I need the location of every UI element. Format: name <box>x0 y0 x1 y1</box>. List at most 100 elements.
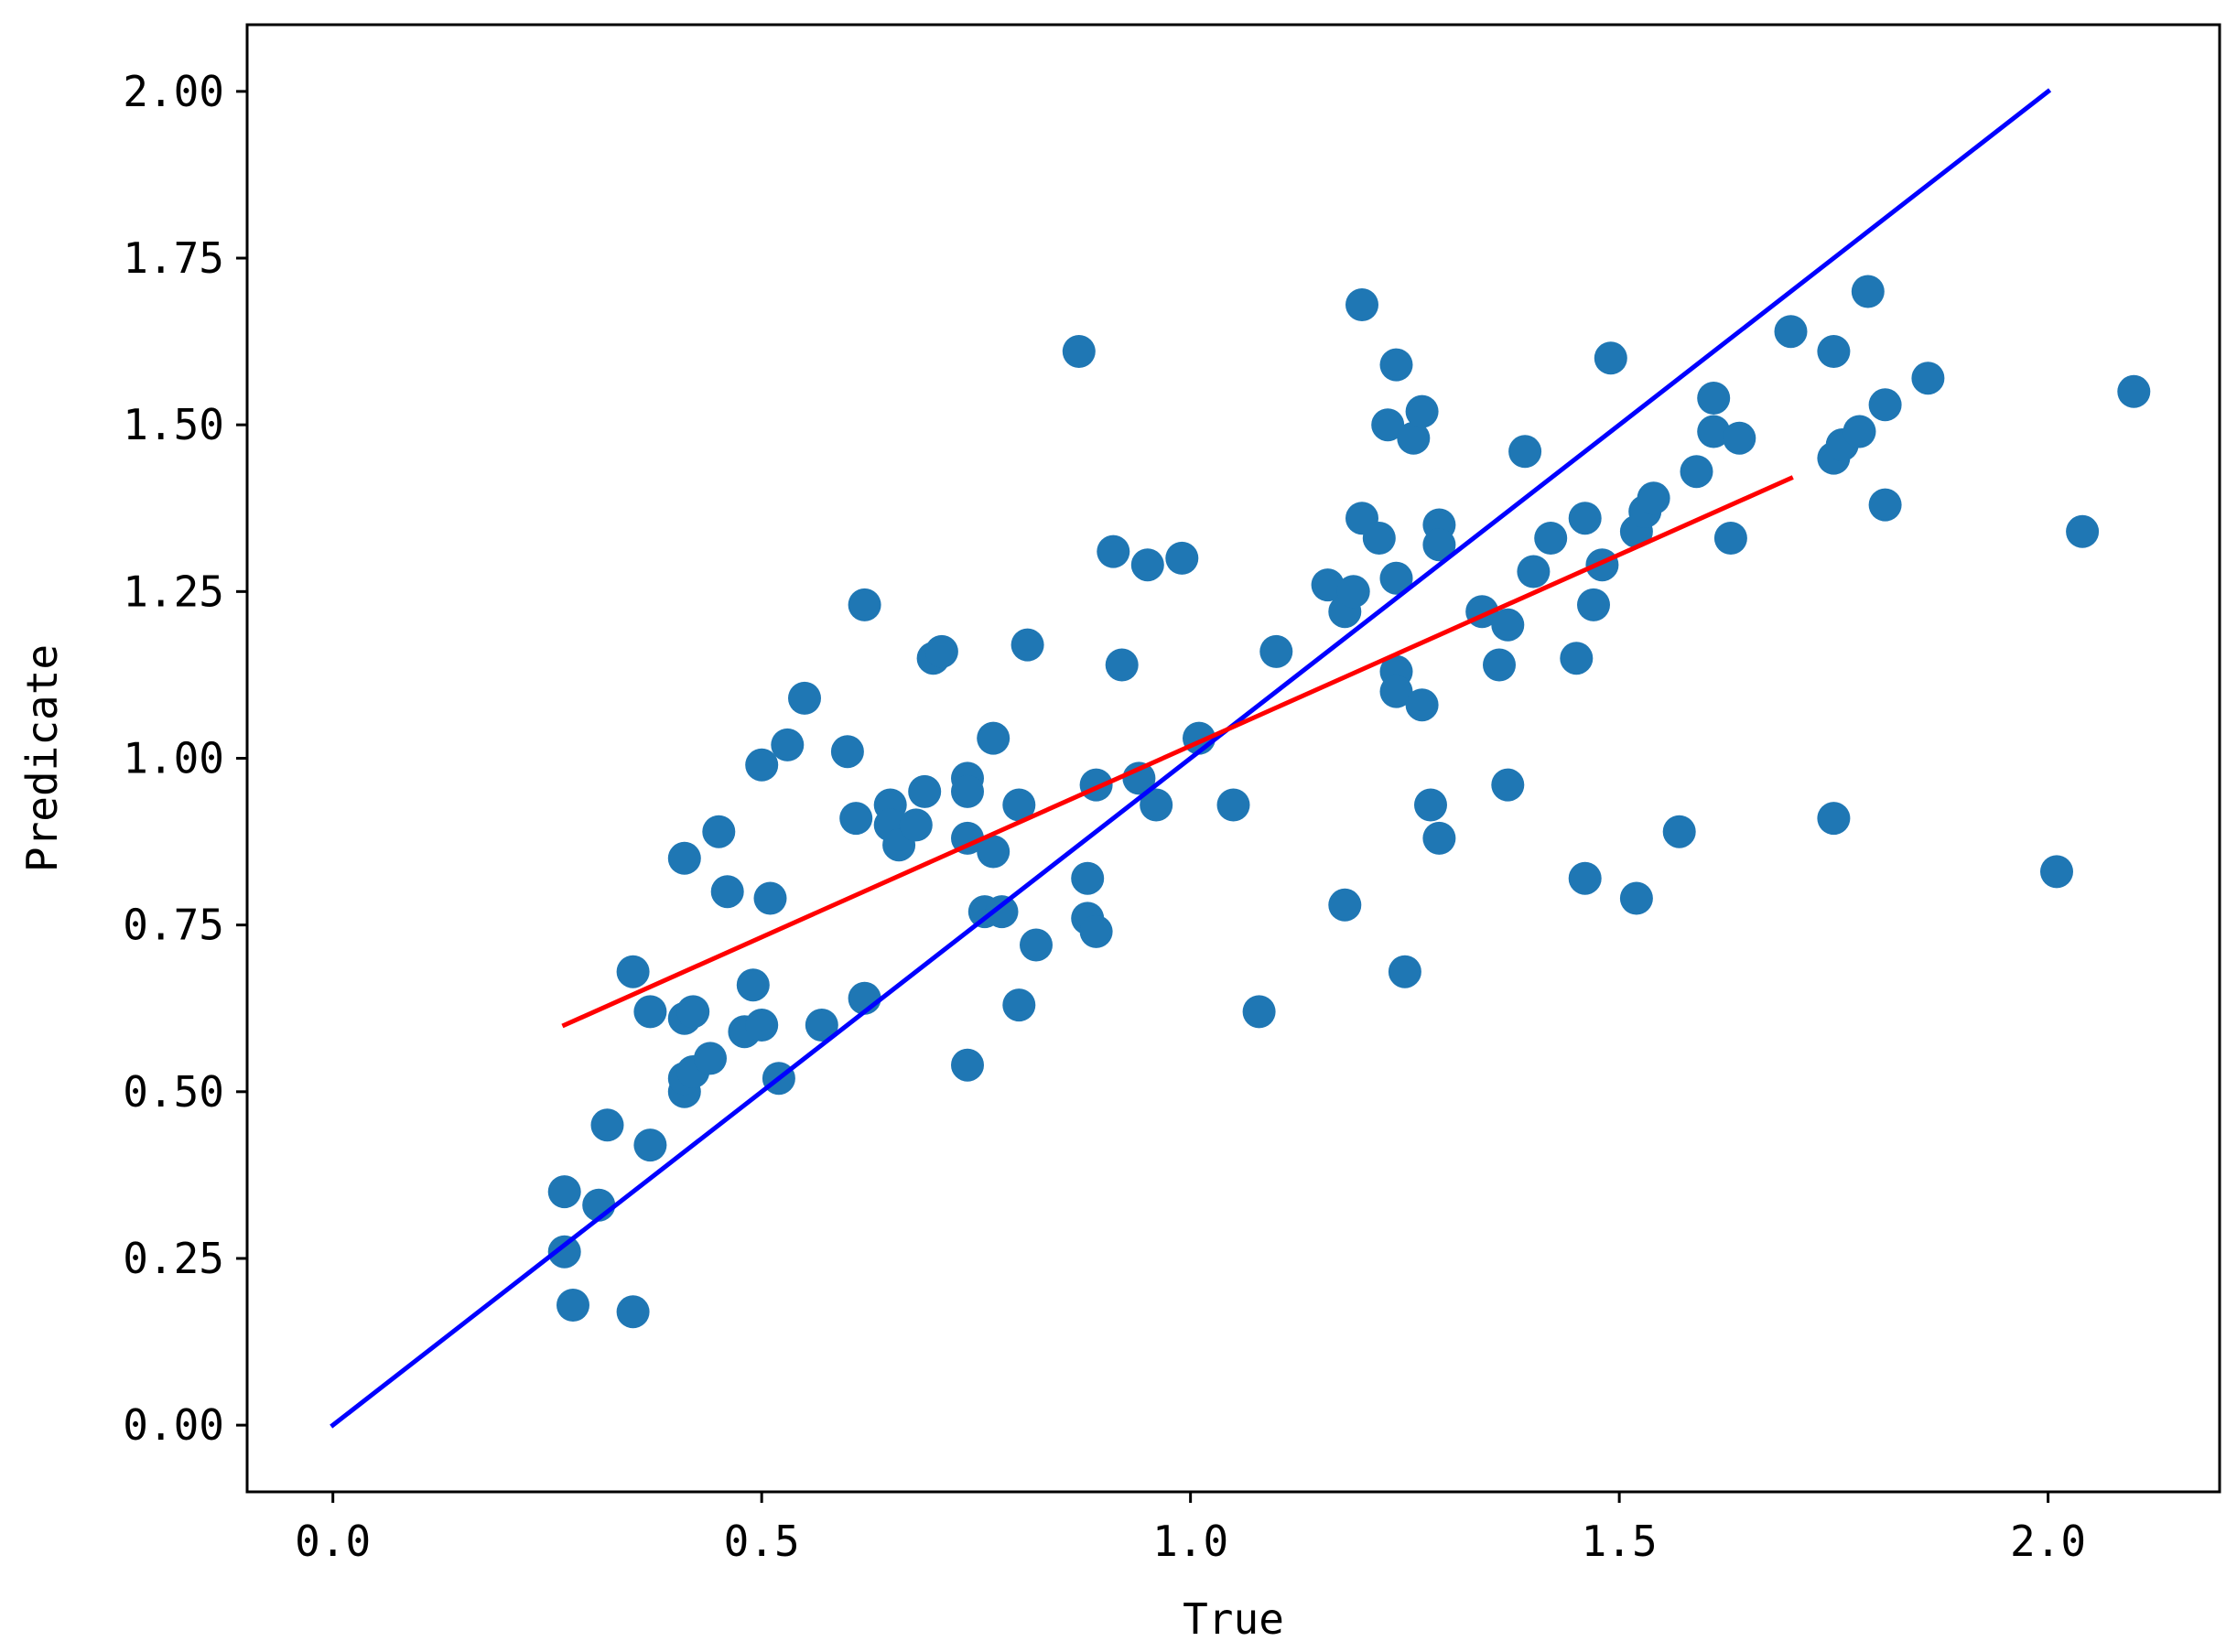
scatter-point <box>1397 421 1431 455</box>
scatter-point <box>547 1235 581 1269</box>
scatter-points <box>547 275 2151 1329</box>
scatter-point <box>985 895 1019 929</box>
scatter-point <box>1491 768 1525 802</box>
y-tick-label: 1.75 <box>123 233 224 283</box>
scatter-point <box>1311 568 1345 602</box>
scatter-point <box>1259 634 1293 668</box>
scatter-point <box>977 835 1010 869</box>
scatter-point <box>1079 914 1113 948</box>
scatter-point <box>830 735 864 769</box>
scatter-point <box>667 841 701 875</box>
scatter-point <box>1422 821 1456 855</box>
scatter-point <box>1697 415 1731 448</box>
scatter-point <box>1062 335 1096 368</box>
scatter-point <box>1388 955 1421 988</box>
scatter-point <box>839 802 873 836</box>
scatter-point <box>1619 881 1653 915</box>
scatter-point <box>1002 988 1036 1022</box>
y-tick-label: 1.25 <box>123 567 224 616</box>
trend-lines <box>330 88 2052 1429</box>
scatter-point <box>1713 522 1747 555</box>
scatter-point <box>753 881 787 915</box>
scatter-point <box>1140 788 1173 822</box>
scatter-point <box>1517 555 1551 588</box>
scatter-point <box>1362 522 1396 555</box>
scatter-point <box>788 681 821 715</box>
scatter-point <box>745 748 779 782</box>
scatter-point <box>1594 341 1627 375</box>
scatter-point <box>1851 275 1885 308</box>
scatter-point <box>1405 394 1439 428</box>
scatter-point <box>1002 788 1036 822</box>
x-tick-label: 1.5 <box>1582 1517 1658 1566</box>
scatter-point <box>1697 382 1731 415</box>
scatter-point <box>1020 928 1053 962</box>
scatter-point <box>1868 488 1902 522</box>
scatter-point <box>951 774 984 808</box>
scatter-point <box>2117 374 2151 408</box>
fit-line <box>561 475 1794 1029</box>
scatter-point <box>676 995 710 1029</box>
scatter-point <box>2040 855 2073 889</box>
scatter-point <box>1405 688 1439 722</box>
y-tick-label: 2.00 <box>123 67 224 116</box>
scatter-point <box>899 808 933 842</box>
scatter-point <box>633 1128 667 1162</box>
scatter-point <box>977 721 1010 755</box>
scatter-point <box>633 995 667 1029</box>
x-tick-label: 0.5 <box>724 1517 800 1566</box>
scatter-point <box>1379 561 1413 595</box>
y-tick-label: 0.75 <box>123 901 224 950</box>
y-axis-title: Predicate <box>17 644 67 872</box>
scatter-point <box>848 588 881 621</box>
scatter-point <box>736 968 770 1002</box>
scatter-point <box>1328 888 1362 922</box>
scatter-point <box>547 1175 581 1209</box>
scatter-point <box>1568 861 1602 895</box>
x-tick-label: 0.0 <box>295 1517 371 1566</box>
plot-frame <box>245 23 2221 1494</box>
scatter-point <box>1843 415 1876 448</box>
scatter-point <box>1723 421 1756 455</box>
scatter-point <box>1336 575 1370 609</box>
scatter-point <box>924 634 958 668</box>
scatter-point <box>1414 788 1447 822</box>
x-tick-label: 2.0 <box>2010 1517 2086 1566</box>
scatter-point <box>805 1009 838 1042</box>
x-tick-label: 1.0 <box>1152 1517 1228 1566</box>
y-axis-ticks: 0.00 0.25 0.50 0.75 1.00 1.25 1.50 1.75 2.00 <box>123 67 247 1450</box>
scatter-point <box>1345 288 1378 321</box>
scatter-point <box>1577 588 1610 621</box>
y-tick-label: 1.50 <box>123 400 224 449</box>
scatter-point <box>702 815 736 848</box>
scatter-point <box>710 875 744 909</box>
scatter-point <box>1637 481 1670 515</box>
scatter-point <box>1165 541 1199 575</box>
scatter-point <box>1483 648 1516 682</box>
scatter-point <box>1379 675 1413 708</box>
scatter-point <box>908 774 942 808</box>
scatter-point <box>1216 788 1250 822</box>
scatter-point <box>1568 502 1602 535</box>
scatter-point <box>1817 802 1851 836</box>
scatter-point <box>1242 995 1276 1029</box>
scatter-point <box>1105 648 1139 682</box>
y-tick-label: 0.50 <box>123 1067 224 1117</box>
scatter-point <box>1371 408 1405 442</box>
scatter-point <box>1097 534 1130 568</box>
scatter-point <box>1662 815 1696 848</box>
scatter-point <box>557 1289 589 1322</box>
scatter-point <box>951 821 984 855</box>
scatter-point <box>694 1042 727 1075</box>
x-axis-title: True <box>1183 1594 1284 1644</box>
scatter-point <box>745 1009 779 1042</box>
scatter-point <box>590 1108 624 1142</box>
scatter-point <box>1071 861 1105 895</box>
y-tick-label: 1.00 <box>123 734 224 783</box>
scatter-point <box>1585 548 1619 582</box>
scatter-point <box>1560 642 1594 675</box>
scatter-point <box>1130 548 1164 582</box>
scatter-point <box>771 728 805 761</box>
scatter-point <box>1911 362 1945 395</box>
